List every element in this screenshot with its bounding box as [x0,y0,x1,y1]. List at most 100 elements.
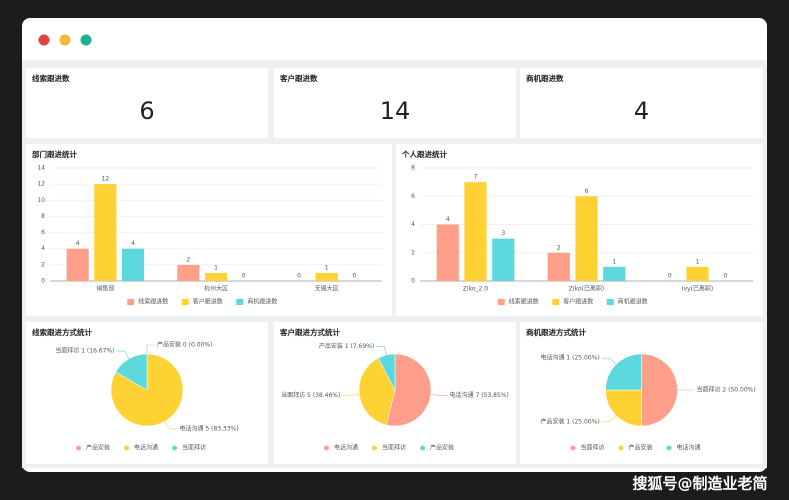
bar [121,248,145,281]
slice-label: 电话沟通 7 (53.85%) [450,391,509,399]
leader-line [376,346,387,356]
bar [204,272,228,281]
leader-line [146,344,155,354]
legend-label: 产品安装 [629,444,653,452]
legend-label: 产品安装 [430,444,454,452]
data-label: 0 [242,273,246,280]
y-tick-label: 10 [37,197,45,204]
data-label: 1 [325,264,329,271]
bar [315,272,338,281]
bar [575,196,598,281]
leader-line [601,357,617,365]
data-label: 4 [76,240,80,247]
panel [520,68,763,138]
data-label: 0 [352,273,356,280]
legend-label: 线索跟进数 [509,298,539,306]
legend-swatch [124,445,129,451]
y-tick-label: 2 [411,249,415,256]
y-tick-label: 4 [411,221,415,228]
y-tick-label: 0 [41,278,45,285]
bar [492,238,515,281]
leader-line [164,421,178,430]
data-label: 4 [446,216,450,223]
legend-swatch [172,445,177,451]
close-dot[interactable] [38,34,50,46]
legend-swatch [127,299,135,305]
card-value: 4 [634,97,649,125]
slice-label: 电话沟通 5 (83.33%) [180,424,239,432]
pie-slice [377,353,396,391]
bar [436,224,459,281]
legend-swatch [666,445,672,451]
data-label: 2 [557,244,561,251]
data-label: 1 [696,258,700,265]
chart-title: 商机跟进方式统计 [526,327,586,337]
legend-label: 当面拜访 [382,444,406,452]
legend-swatch [497,299,505,305]
chart-title: 个人跟进统计 [401,149,447,159]
data-label: 1 [214,264,218,271]
panel [26,68,268,138]
slice-label: 产品安装 0 (0.00%) [157,341,212,349]
legend-swatch [552,299,560,305]
legend-label: 电话沟通 [677,444,701,452]
y-tick-label: 8 [411,165,415,172]
data-label: 0 [723,273,727,280]
bar [66,248,89,281]
data-label: 0 [297,273,301,280]
leader-line [116,350,130,359]
pie-slice [641,353,678,427]
y-tick-label: 8 [41,213,45,220]
panel [274,68,516,138]
panel [26,144,392,316]
legend-swatch [570,445,576,451]
bar [547,252,570,281]
bar [464,182,487,281]
legend-label: 当面拜访 [182,444,206,452]
bar [94,184,117,281]
slice-label: 当面拜访 1 (16.67%) [55,347,114,355]
minimize-dot[interactable] [59,34,71,46]
card-value: 14 [380,97,411,125]
data-label: 4 [131,240,135,247]
legend-label: 电话沟通 [334,444,358,452]
card-title: 线索跟进数 [32,73,70,83]
chart-title: 线索跟进方式统计 [32,327,92,337]
x-tick-label: Ziko_2.0 [463,286,488,293]
slice-label: 当面拜访 5 (38.46%) [281,391,340,399]
legend-swatch [618,445,624,451]
pie-slice [386,353,432,427]
legend-swatch [606,299,614,305]
legend-label: 客户跟进数 [563,298,593,306]
bar [603,266,626,281]
bar [686,266,709,281]
x-tick-label: 无锡大区 [315,285,339,293]
leader-line [430,394,448,396]
leader-line [342,394,360,396]
card-title: 商机跟进数 [526,73,564,83]
legend-swatch [420,445,425,451]
data-label: 0 [668,273,672,280]
legend-swatch [324,445,329,451]
data-label: 1 [612,258,616,265]
x-tick-label: Ziko(已离职) [569,285,604,293]
pie-slice [358,357,396,426]
data-label: 3 [501,230,505,237]
legend-label: 当面拜访 [581,444,605,452]
chart-title: 部门跟进统计 [32,149,77,159]
slice-label: 产品安装 1 (7.69%) [319,342,374,350]
card-value: 6 [139,97,154,125]
y-tick-label: 6 [411,193,415,200]
legend-swatch [236,299,244,305]
y-tick-label: 0 [411,278,415,285]
y-tick-label: 2 [41,261,45,268]
y-tick-label: 6 [41,229,45,236]
leader-line [601,415,617,423]
slice-label: 当面拜访 2 (50.00%) [697,386,756,394]
maximize-dot[interactable] [80,34,92,46]
legend-label: 线索跟进数 [138,298,168,306]
watermark: 搜狐号@制造业老简 [632,475,767,493]
x-tick-label: 销售部 [96,285,114,293]
